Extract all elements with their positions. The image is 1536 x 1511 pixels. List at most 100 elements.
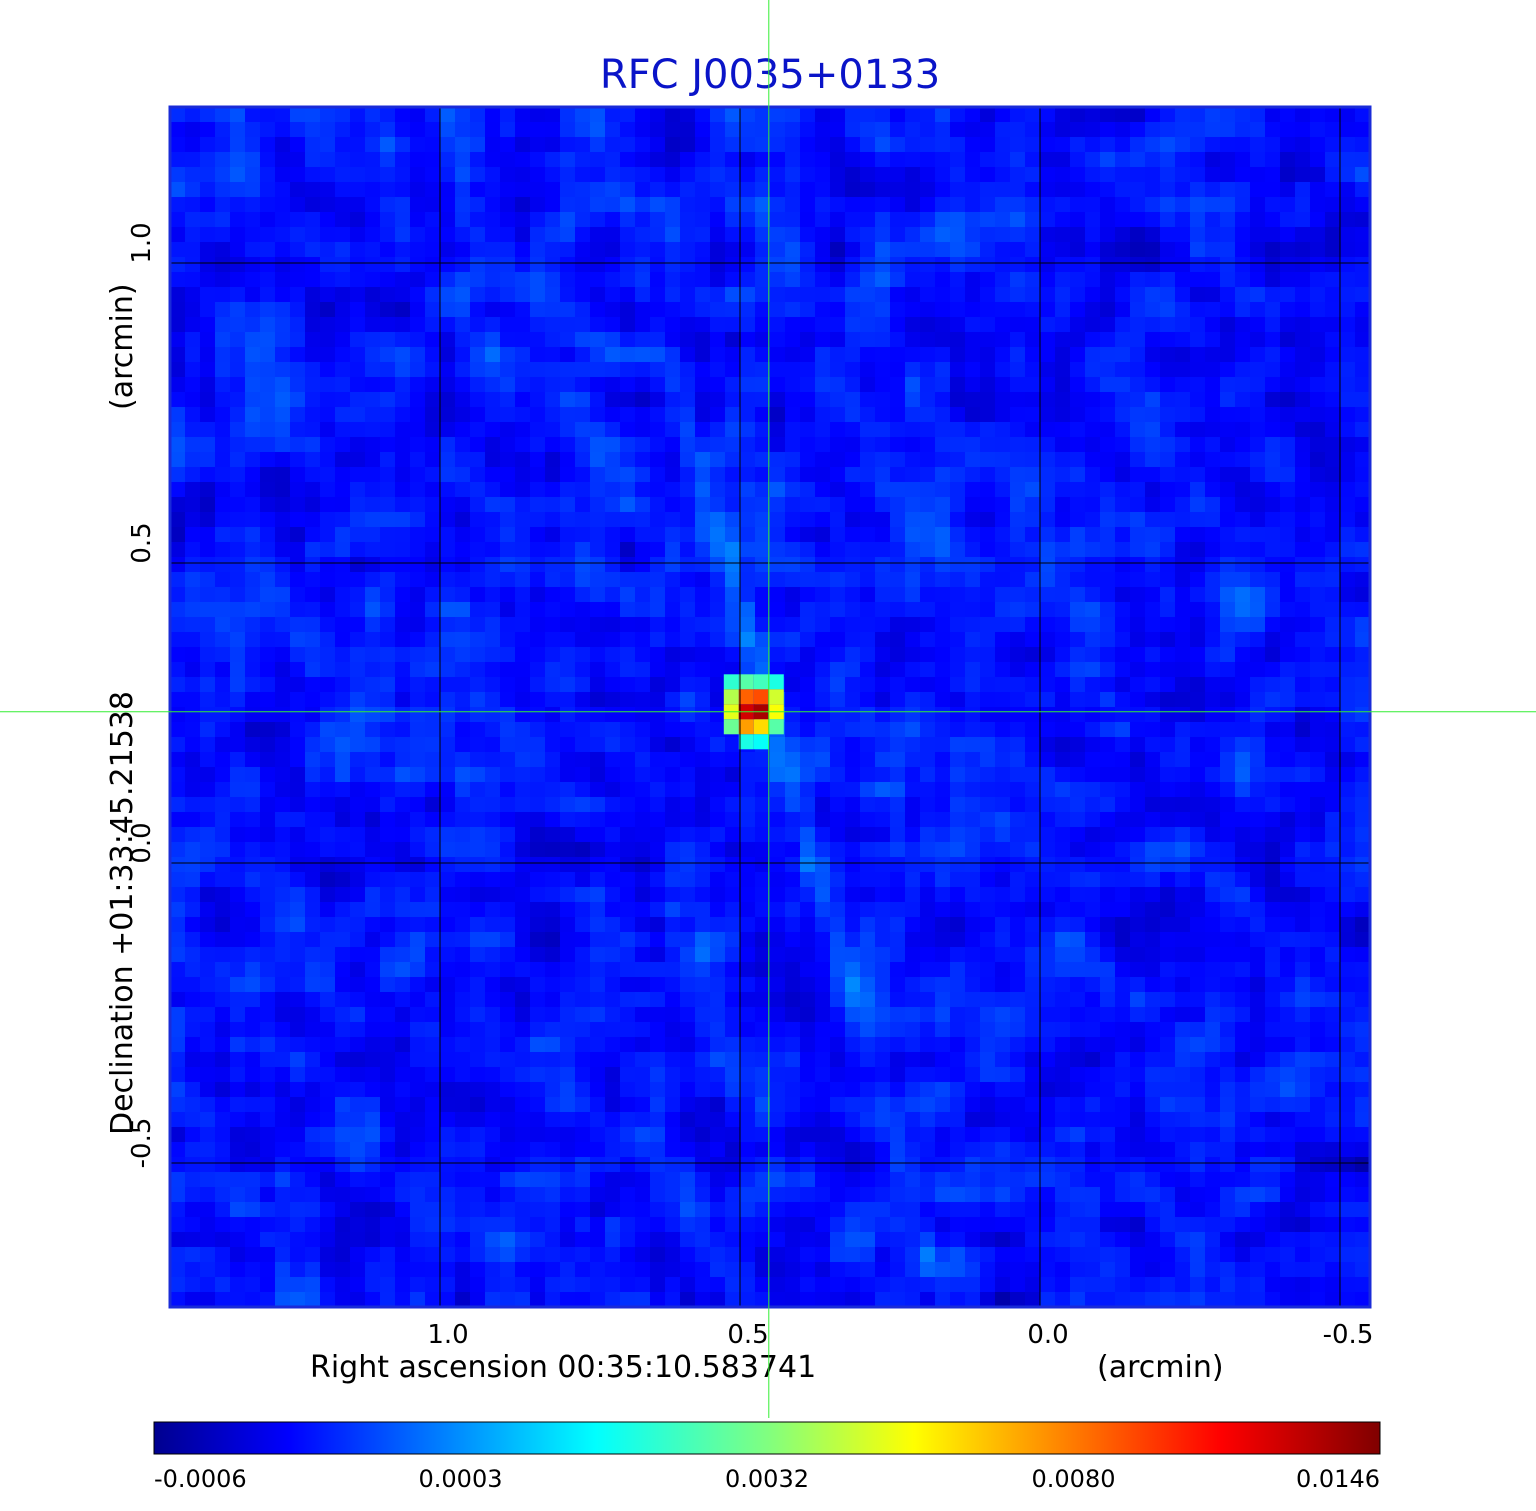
image-pixel (1340, 842, 1356, 858)
image-pixel (1175, 422, 1191, 438)
image-pixel (680, 197, 696, 213)
image-pixel (1040, 287, 1056, 303)
image-pixel (1190, 422, 1206, 438)
image-pixel (1295, 962, 1311, 978)
image-pixel (620, 752, 636, 768)
image-pixel (680, 767, 696, 783)
image-pixel (470, 1007, 486, 1023)
image-pixel (935, 107, 951, 123)
image-pixel (830, 797, 846, 813)
image-pixel (845, 257, 861, 273)
image-pixel (590, 842, 606, 858)
image-pixel (1265, 452, 1281, 468)
image-pixel (410, 197, 426, 213)
image-pixel (395, 782, 411, 798)
image-pixel (950, 932, 966, 948)
image-pixel (230, 482, 246, 498)
image-pixel (1310, 107, 1326, 123)
image-pixel (830, 242, 846, 258)
image-pixel (665, 317, 681, 333)
image-pixel (1280, 182, 1296, 198)
image-pixel (875, 452, 891, 468)
image-pixel (1235, 857, 1251, 873)
image-pixel (530, 542, 546, 558)
image-pixel (860, 917, 876, 933)
image-pixel (395, 692, 411, 708)
image-pixel (560, 107, 576, 123)
image-pixel (1250, 497, 1266, 513)
image-pixel (1190, 632, 1206, 648)
image-pixel (575, 512, 591, 528)
image-pixel (590, 467, 606, 483)
image-pixel (830, 497, 846, 513)
image-pixel (725, 467, 741, 483)
image-pixel (875, 497, 891, 513)
image-pixel (815, 107, 831, 123)
image-pixel (620, 962, 636, 978)
image-pixel (440, 257, 456, 273)
image-pixel (1160, 542, 1176, 558)
image-pixel (620, 227, 636, 243)
image-pixel (185, 632, 201, 648)
image-pixel (470, 122, 486, 138)
image-pixel (920, 287, 936, 303)
image-pixel (995, 212, 1011, 228)
image-pixel (485, 362, 501, 378)
image-pixel (500, 557, 516, 573)
image-pixel (485, 572, 501, 588)
image-pixel (860, 422, 876, 438)
image-pixel (785, 587, 801, 603)
image-pixel (770, 782, 786, 798)
image-pixel (1055, 872, 1071, 888)
image-pixel (290, 1022, 306, 1038)
image-pixel (710, 812, 726, 828)
image-pixel (1220, 707, 1236, 723)
image-pixel (290, 512, 306, 528)
image-pixel (1100, 812, 1116, 828)
image-pixel (335, 932, 351, 948)
image-pixel (440, 842, 456, 858)
image-pixel (1175, 782, 1191, 798)
image-pixel (575, 272, 591, 288)
image-pixel (1070, 497, 1086, 513)
image-pixel (905, 722, 921, 738)
image-pixel (275, 632, 291, 648)
image-pixel (1250, 527, 1266, 543)
image-pixel (965, 452, 981, 468)
image-pixel (935, 587, 951, 603)
image-pixel (455, 227, 471, 243)
image-pixel (170, 812, 186, 828)
image-pixel (830, 527, 846, 543)
image-pixel (845, 302, 861, 318)
image-pixel (440, 737, 456, 753)
image-pixel (860, 467, 876, 483)
image-pixel (905, 362, 921, 378)
image-pixel (635, 557, 651, 573)
image-pixel (1160, 152, 1176, 168)
image-pixel (950, 167, 966, 183)
image-pixel (770, 812, 786, 828)
image-pixel (230, 1007, 246, 1023)
image-pixel (650, 422, 666, 438)
image-pixel (785, 857, 801, 873)
image-pixel (845, 662, 861, 678)
image-pixel (965, 242, 981, 258)
image-pixel (920, 932, 936, 948)
image-pixel (425, 227, 441, 243)
image-pixel (350, 902, 366, 918)
image-pixel (350, 317, 366, 333)
image-pixel (695, 827, 711, 843)
image-pixel (1100, 887, 1116, 903)
image-pixel (350, 512, 366, 528)
image-pixel (1265, 992, 1281, 1008)
image-pixel (890, 722, 906, 738)
image-pixel (425, 332, 441, 348)
image-pixel (1115, 722, 1131, 738)
image-pixel (920, 527, 936, 543)
image-pixel (335, 197, 351, 213)
image-pixel (1070, 857, 1086, 873)
image-pixel (530, 842, 546, 858)
image-pixel (335, 557, 351, 573)
image-pixel (1130, 602, 1146, 618)
image-pixel (320, 1022, 336, 1038)
